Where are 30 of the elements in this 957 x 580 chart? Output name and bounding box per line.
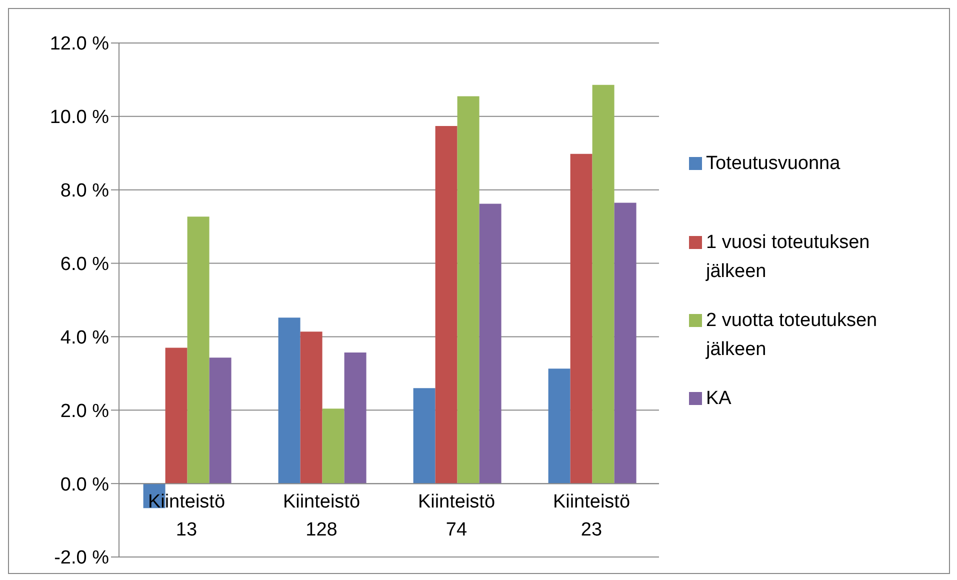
legend-label: Toteutusvuonna bbox=[706, 152, 840, 176]
x-tick-label: Kiinteistö 74 bbox=[418, 492, 496, 541]
y-tick-label: -2.0 % bbox=[54, 548, 110, 569]
bar bbox=[187, 216, 210, 484]
bar bbox=[165, 348, 188, 484]
y-tick-label: 8.0 % bbox=[60, 180, 110, 202]
legend-label: 1 vuosi toteutuksen jälkeen bbox=[706, 231, 871, 284]
bar bbox=[457, 96, 480, 484]
bar bbox=[548, 368, 570, 484]
bar bbox=[322, 408, 344, 484]
y-tick-label: 0.0 % bbox=[60, 474, 110, 496]
bar bbox=[300, 332, 322, 484]
legend-label: KA bbox=[706, 387, 732, 411]
x-tick-label: Kiinteistö 23 bbox=[552, 492, 630, 541]
x-tick-label: Kiinteistö 128 bbox=[282, 492, 360, 541]
bar bbox=[614, 202, 636, 484]
y-tick-label: 4.0 % bbox=[60, 327, 110, 348]
bar bbox=[570, 154, 592, 484]
bar bbox=[278, 318, 300, 484]
y-tick-label: 6.0 % bbox=[60, 254, 110, 276]
bar bbox=[344, 352, 366, 484]
bar bbox=[435, 126, 458, 484]
y-tick-label: 10.0 % bbox=[50, 107, 110, 128]
bar bbox=[479, 204, 502, 484]
legend-label: 2 vuotta toteutuksen jälkeen bbox=[706, 309, 878, 362]
bar bbox=[209, 358, 232, 484]
bar bbox=[413, 388, 436, 484]
bar bbox=[592, 84, 614, 484]
y-tick-label: 2.0 % bbox=[60, 400, 110, 422]
y-tick-label: 12.0 % bbox=[50, 34, 110, 55]
